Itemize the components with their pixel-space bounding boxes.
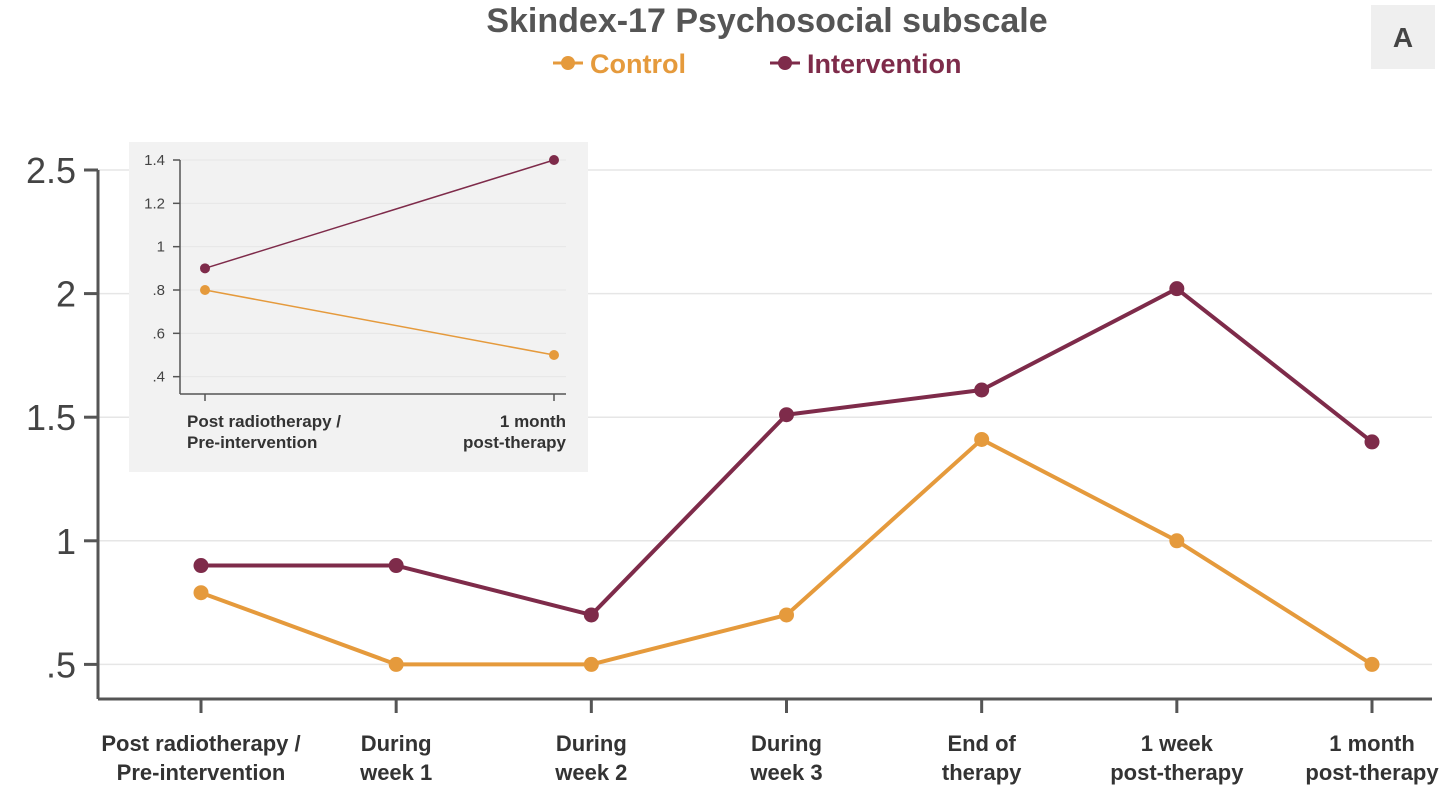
y-tick-label: 1	[157, 239, 165, 256]
panel-label-background	[1371, 5, 1435, 69]
main-series	[193, 281, 1380, 672]
series-line-intervention	[204, 159, 555, 270]
main-axes: .5 1 1.5 2 2.5 Post radiotherapy / Pre-interve…	[26, 150, 1439, 785]
data-point-intervention	[388, 558, 404, 574]
x-tick-label: week 2	[554, 760, 627, 785]
x-tick-label: week 1	[359, 760, 432, 785]
y-tick-label: .6	[152, 325, 165, 342]
x-tick-label: Pre-intervention	[187, 433, 317, 452]
x-tick-label: During	[556, 731, 627, 756]
chart-title: Skindex-17 Psychosocial subscale	[486, 2, 1047, 40]
y-tick-label: .5	[46, 644, 76, 685]
x-tick-label: 1 month	[1329, 731, 1415, 756]
y-tick-label: 1.2	[144, 195, 165, 212]
y-tick-label: 1.5	[26, 397, 76, 438]
inset-chart: .4 .6 .8 1 1.2 1.4 Post radiotherapy / Pre-inte…	[129, 142, 588, 472]
x-tick-label: post-therapy	[1110, 760, 1244, 785]
x-tick-label: week 3	[749, 760, 822, 785]
x-tick-label: 1 week	[1141, 731, 1214, 756]
y-tick-label: 1	[56, 521, 76, 562]
data-point-intervention	[1169, 281, 1185, 297]
panel-label-badge: A	[1371, 5, 1435, 69]
inset-axes: .4 .6 .8 1 1.2 1.4 Post radiotherapy / Pre-inte…	[144, 152, 566, 452]
data-point-intervention	[974, 382, 990, 398]
x-tick-label: During	[361, 731, 432, 756]
y-tick-label: 1.4	[144, 152, 165, 169]
data-point-control	[779, 607, 794, 623]
series-line-control	[204, 289, 555, 356]
inset-background	[129, 142, 588, 472]
inset-gridlines	[180, 159, 566, 378]
data-point-control	[974, 431, 990, 447]
data-point-control	[583, 656, 599, 672]
data-point-intervention	[779, 407, 794, 423]
y-tick-label: 2	[56, 274, 76, 315]
x-tick-label: Post radiotherapy /	[187, 412, 341, 431]
data-point-intervention	[583, 607, 599, 623]
data-point-intervention	[549, 155, 559, 165]
data-point-control	[1169, 533, 1185, 549]
legend-control-label: Control	[590, 49, 686, 79]
data-point-control	[193, 585, 209, 601]
x-tick-label: Pre-intervention	[117, 760, 286, 785]
x-tick-label: post-therapy	[1305, 760, 1439, 785]
data-point-intervention	[200, 263, 210, 274]
legend-intervention-label: Intervention	[807, 49, 962, 79]
data-point-control	[1364, 656, 1380, 672]
data-point-intervention	[1364, 434, 1380, 450]
x-tick-label: During	[751, 731, 822, 756]
series-line-control	[200, 437, 1374, 667]
x-tick-label: End of	[947, 731, 1016, 756]
x-tick-label: therapy	[942, 760, 1022, 785]
inset-series	[200, 155, 559, 360]
y-tick-label: .4	[152, 369, 165, 386]
data-point-control	[200, 285, 210, 295]
legend-intervention-marker	[778, 56, 792, 70]
data-point-control	[388, 656, 404, 672]
data-point-intervention	[193, 558, 209, 574]
x-tick-label: post-therapy	[463, 433, 567, 452]
y-tick-label: .8	[152, 282, 165, 299]
legend: Control Intervention	[553, 49, 962, 79]
x-tick-label: 1 month	[500, 412, 566, 431]
y-tick-label: 2.5	[26, 150, 76, 191]
data-point-control	[549, 350, 559, 360]
x-tick-label: Post radiotherapy /	[101, 731, 300, 756]
panel-label: A	[1393, 22, 1413, 53]
legend-control-marker	[561, 56, 575, 70]
